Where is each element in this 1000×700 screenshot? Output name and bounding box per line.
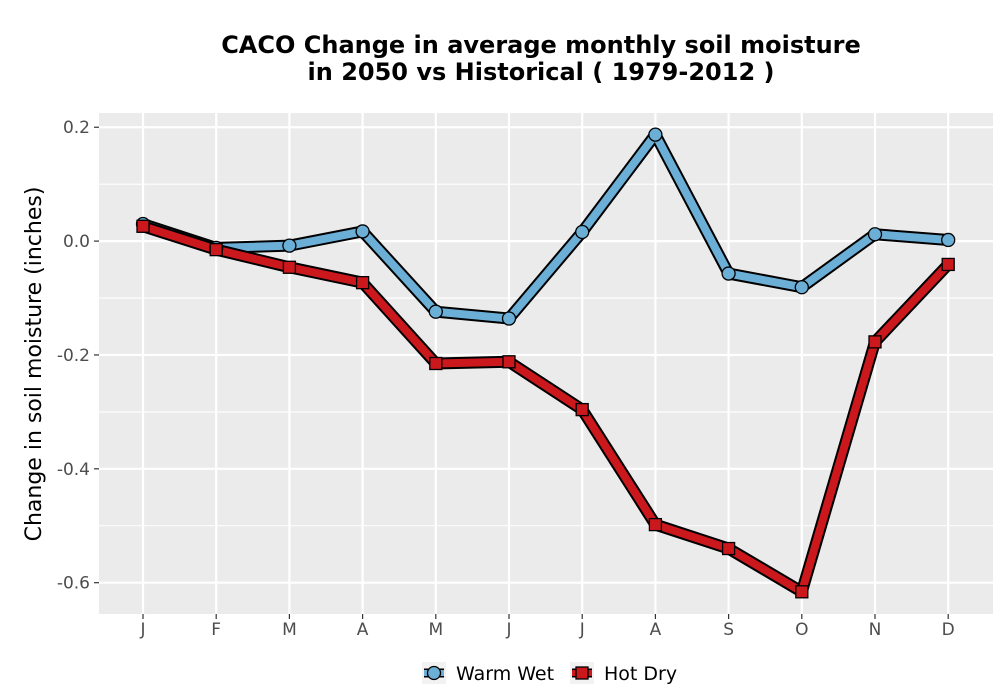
x-tick-label: M [282, 620, 297, 640]
chart-title: CACO Change in average monthly soil mois… [221, 31, 861, 59]
hot-dry-point [795, 585, 809, 599]
x-tick-label: D [942, 620, 955, 640]
hot-dry-point [575, 402, 589, 417]
x-tick-label: F [211, 620, 221, 640]
warm-wet-line [139, 130, 953, 323]
warm-wet-point [428, 304, 443, 319]
y-tick-label: -0.6 [57, 574, 90, 594]
legend-label: Hot Dry [604, 663, 677, 685]
legend-key-marker [426, 665, 442, 681]
hot-dry-point [941, 257, 955, 272]
x-tick-label: J [139, 620, 145, 640]
hot-dry-point [502, 355, 516, 369]
y-tick-label: -0.4 [57, 460, 90, 480]
y-tick-label: 0.0 [63, 232, 90, 252]
plot-panel [99, 113, 993, 614]
hot-dry-point [868, 335, 882, 349]
hot-dry-point [648, 517, 663, 532]
x-tick-label: J [579, 620, 585, 640]
hot-dry-point [209, 242, 223, 257]
legend-label: Warm Wet [456, 663, 554, 685]
x-tick-label: M [428, 620, 443, 640]
legend: Warm Wet Hot Dry [422, 662, 677, 685]
hot-dry-line [139, 222, 953, 596]
axis-layer: -0.6 -0.4 -0.2 0.0 0.2 J F M A M J J A S O N D [57, 118, 955, 640]
hot-dry-point [136, 219, 150, 233]
x-tick-label: A [650, 620, 662, 640]
series-layer [135, 127, 956, 599]
hot-dry-point [282, 260, 297, 274]
x-tick-label: N [869, 620, 882, 640]
legend-item-hot-dry: Hot Dry [570, 662, 677, 685]
y-tick-label: -0.2 [57, 346, 90, 366]
warm-wet-point [867, 227, 883, 242]
warm-wet-point [721, 266, 736, 281]
warm-wet-point [575, 224, 590, 240]
hot-dry-point [429, 356, 443, 371]
legend-item-warm-wet: Warm Wet [422, 662, 554, 685]
chart-subtitle: in 2050 vs Historical ( 1979-2012 ) [308, 58, 775, 86]
warm-wet-point [355, 224, 370, 239]
x-tick-label: S [723, 620, 734, 640]
warm-wet-point [941, 232, 956, 248]
x-tick-label: O [795, 620, 808, 640]
warm-wet-point [501, 311, 517, 326]
warm-wet-point [282, 238, 297, 253]
warm-wet-point [794, 280, 809, 295]
hot-dry-point [721, 541, 736, 556]
hot-dry-point [355, 276, 370, 290]
y-axis-title: Change in soil moisture (inches) [22, 187, 47, 542]
x-tick-label: J [505, 620, 511, 640]
y-tick-label: 0.2 [63, 118, 90, 138]
x-tick-label: A [357, 620, 369, 640]
legend-key-marker [575, 666, 589, 680]
warm-wet-point [648, 127, 663, 142]
